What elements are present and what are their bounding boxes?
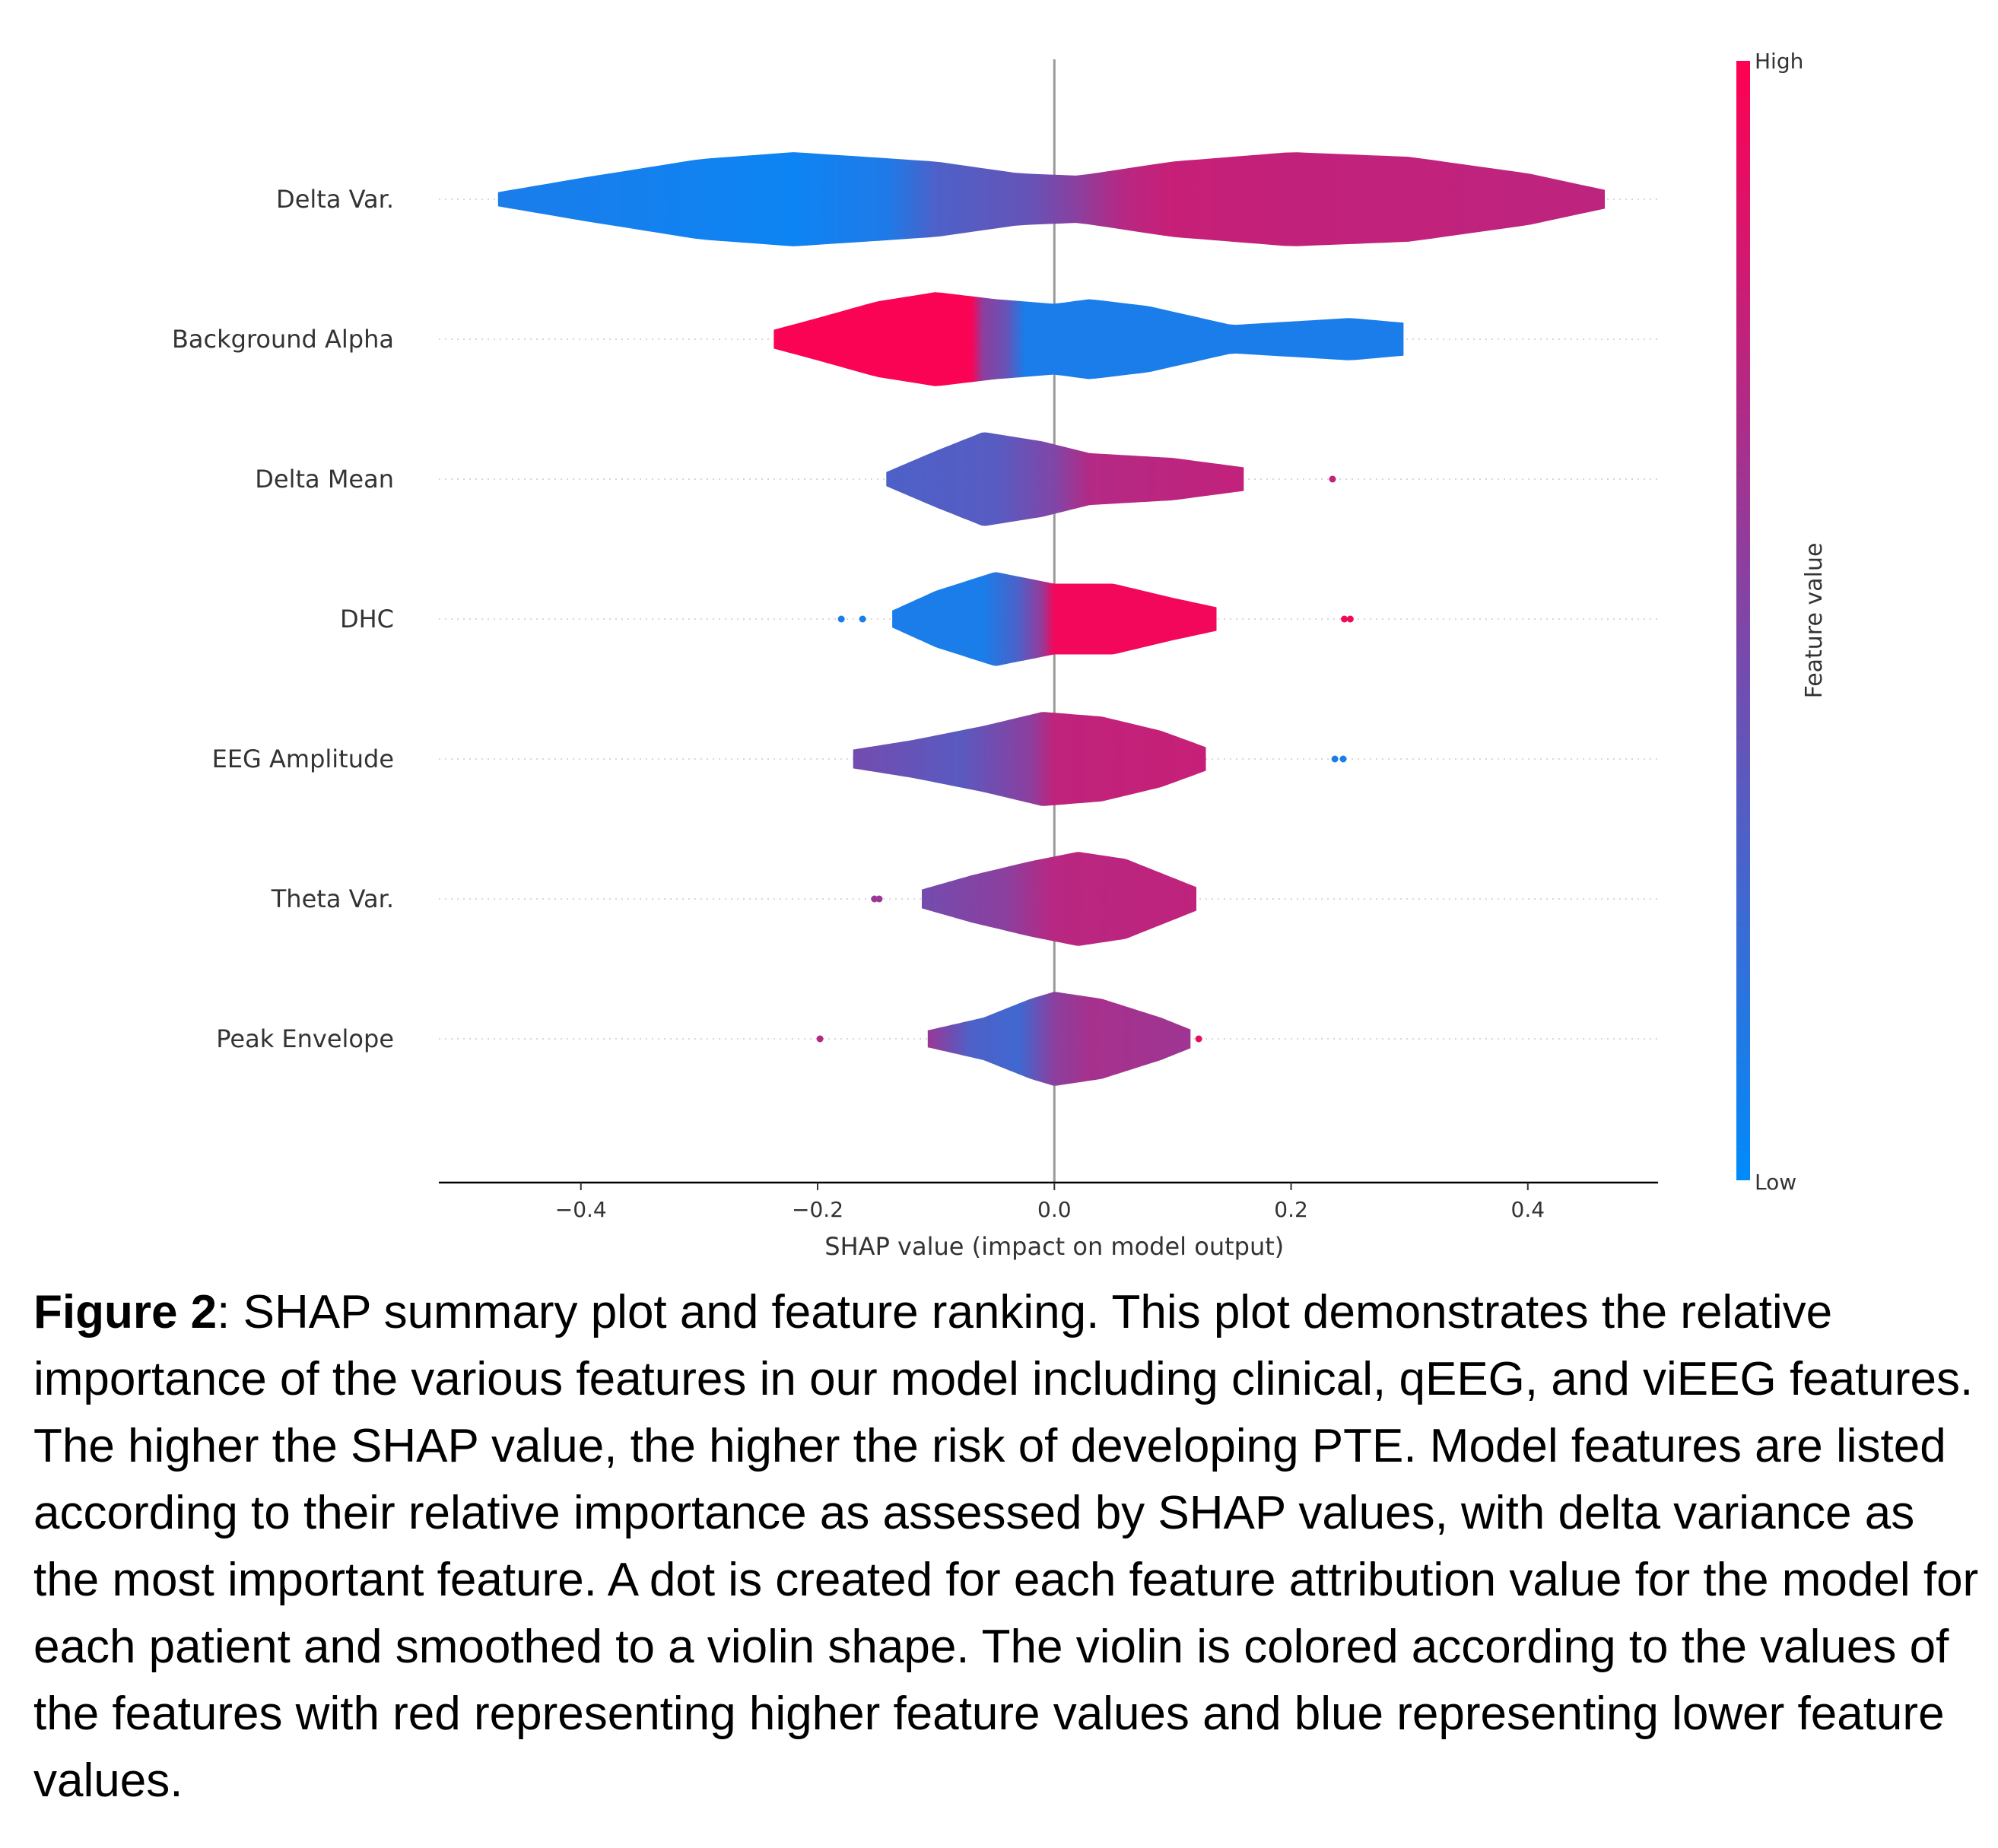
violin-shape — [886, 432, 1244, 526]
violin-group — [497, 152, 1605, 1086]
feature-label: Theta Var. — [271, 884, 394, 913]
outlier-dot — [1339, 755, 1347, 763]
feature-label: Background Alpha — [172, 325, 394, 354]
outlier-dot-group — [816, 475, 1354, 1043]
x-tick-label: −0.2 — [792, 1197, 843, 1222]
violin-shape — [922, 852, 1196, 946]
x-tick-label: −0.4 — [555, 1197, 607, 1222]
violin-shape — [853, 712, 1206, 806]
shap-violin-chart: Delta Var. Background Alpha Delta Mean DHC E… — [172, 49, 1828, 1261]
x-axis-label: SHAP value (impact on model output) — [824, 1232, 1284, 1261]
feature-label: EEG Amplitude — [212, 745, 394, 773]
x-tick-label: 0.0 — [1037, 1197, 1072, 1222]
violin-shape — [892, 572, 1217, 666]
outlier-dot — [1195, 1035, 1202, 1043]
outlier-dot — [1331, 755, 1339, 763]
x-axis-ticks: −0.4 −0.2 0.0 0.2 0.4 — [555, 1183, 1545, 1222]
figure-caption: Figure 2: SHAP summary plot and feature … — [33, 1279, 1981, 1815]
outlier-dot — [871, 895, 878, 903]
colorbar-low-label: Low — [1755, 1170, 1796, 1195]
x-tick-label: 0.2 — [1274, 1197, 1308, 1222]
feature-label: DHC — [340, 605, 394, 633]
feature-labels: Delta Var. Background Alpha Delta Mean DHC E… — [172, 185, 394, 1053]
colorbar-title: Feature value — [1801, 543, 1828, 699]
outlier-dot — [1341, 615, 1348, 623]
outlier-dot — [875, 895, 883, 903]
violin-shape — [927, 992, 1191, 1086]
figure-caption-label: Figure 2 — [33, 1286, 218, 1338]
outlier-dot — [837, 615, 845, 623]
violin-shape — [773, 292, 1404, 386]
outlier-dot — [816, 1035, 824, 1043]
outlier-dot — [1346, 615, 1354, 623]
colorbar-high-label: High — [1755, 49, 1803, 74]
outlier-dot — [859, 615, 866, 623]
x-tick-label: 0.4 — [1511, 1197, 1545, 1222]
feature-label: Delta Var. — [276, 185, 394, 214]
violin-shape — [497, 152, 1605, 246]
colorbar: High Low Feature value — [1736, 49, 1828, 1195]
feature-label: Peak Envelope — [216, 1024, 394, 1053]
figure-caption-text: : SHAP summary plot and feature ranking.… — [33, 1286, 1979, 1807]
colorbar-gradient — [1736, 61, 1750, 1180]
outlier-dot — [1329, 475, 1336, 483]
feature-label: Delta Mean — [255, 465, 394, 494]
